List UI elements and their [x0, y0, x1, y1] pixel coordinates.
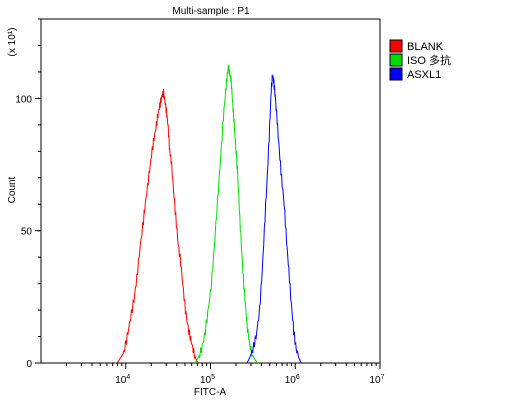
x-tick-label: 106: [285, 374, 300, 386]
series-line-3: [246, 74, 302, 364]
legend-label: BLANK: [407, 41, 444, 53]
x-tick-label: 105: [200, 374, 215, 386]
x-tick-label: 104: [115, 374, 130, 386]
legend-swatch: [389, 67, 403, 81]
ticks-layer: 104 105 106 107 0 50 100: [15, 18, 385, 386]
chart-title: Multi-sample : P1: [172, 6, 250, 17]
legend-label: ISO 多抗: [407, 53, 451, 67]
legend-label: ASXL1: [407, 69, 441, 81]
legend-swatch: [389, 53, 403, 67]
y-tick-label: 100: [15, 94, 32, 105]
x-tick-label: 107: [369, 374, 384, 386]
series-line-1: [116, 88, 199, 364]
series-line-2: [194, 64, 259, 364]
x-axis-label: FITC-A: [194, 387, 227, 398]
legend-swatch: [389, 39, 403, 53]
series-layer: [116, 64, 302, 364]
y-axis-label: Count: [7, 176, 18, 203]
plot-area: [40, 18, 381, 364]
y-axis-multiplier: (x 10¹): [7, 28, 18, 57]
y-tick-label: 0: [26, 359, 32, 370]
y-tick-label: 50: [21, 227, 33, 238]
